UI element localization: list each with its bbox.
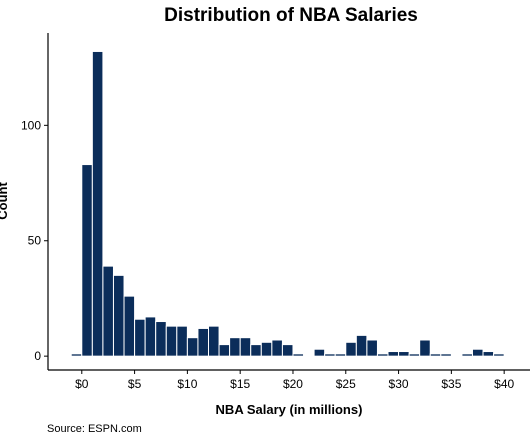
histogram-bar [208, 325, 220, 357]
bars-group [70, 50, 505, 357]
histogram-bar [440, 353, 452, 357]
x-tick-label: $30 [389, 377, 409, 391]
y-tick-label: 50 [28, 234, 42, 248]
histogram-bar [123, 295, 136, 357]
x-tick-label: $25 [336, 377, 356, 391]
histogram-bar [345, 341, 357, 357]
chart-title: Distribution of NBA Salaries [164, 5, 418, 26]
x-tick-label: $0 [75, 377, 89, 391]
x-tick-label: $35 [441, 377, 461, 391]
x-tick-label: $15 [230, 377, 250, 391]
histogram-bar [81, 164, 93, 357]
histogram-bar [186, 337, 199, 357]
histogram-bar [144, 316, 157, 357]
y-tick-label: 0 [34, 349, 41, 363]
histogram-bar [334, 353, 347, 357]
x-axis-title: NBA Salary (in millions) [216, 402, 363, 417]
histogram-bar [260, 341, 273, 357]
histogram-bar [197, 327, 210, 357]
histogram-bar [419, 339, 431, 357]
histogram-bar [313, 348, 326, 357]
histogram-bar [271, 339, 283, 357]
histogram-bar [102, 265, 114, 357]
x-tick-label: $40 [494, 377, 514, 391]
source-caption: Source: ESPN.com [47, 423, 142, 435]
y-ticks-group: 0 50 100 [21, 118, 48, 363]
histogram-bar [165, 325, 178, 357]
histogram-bar [155, 321, 167, 357]
histogram-bar [387, 351, 400, 357]
histogram-bar [250, 344, 262, 357]
histogram-bar [324, 353, 336, 357]
histogram-bar [398, 351, 410, 357]
histogram-bar [112, 274, 125, 357]
histogram-bar [461, 353, 473, 357]
histogram-bar [91, 50, 104, 357]
histogram-bar [493, 353, 505, 357]
histogram-bar [471, 348, 484, 357]
histogram-bar [429, 353, 442, 357]
histogram-bar [281, 344, 294, 357]
histogram-bar [134, 318, 146, 357]
histogram-bar [366, 339, 378, 357]
histogram-bar [376, 353, 389, 357]
histogram-bar [292, 353, 305, 357]
y-tick-label: 100 [21, 118, 41, 132]
histogram-bar [229, 337, 241, 357]
histogram-bar [239, 337, 252, 357]
histogram-bar [408, 353, 421, 357]
histogram-bar [355, 334, 368, 357]
x-tick-label: $20 [283, 377, 303, 391]
x-tick-label: $10 [177, 377, 197, 391]
histogram-bar [176, 325, 188, 357]
histogram-bar [218, 344, 231, 357]
x-tick-label: $5 [128, 377, 142, 391]
x-ticks-group: $0 $5 $10 $15 $20 $25 $30 $35 $40 [75, 370, 514, 391]
histogram-bar [70, 353, 83, 357]
y-axis-title: Count [0, 182, 10, 220]
histogram-bar [482, 351, 495, 357]
